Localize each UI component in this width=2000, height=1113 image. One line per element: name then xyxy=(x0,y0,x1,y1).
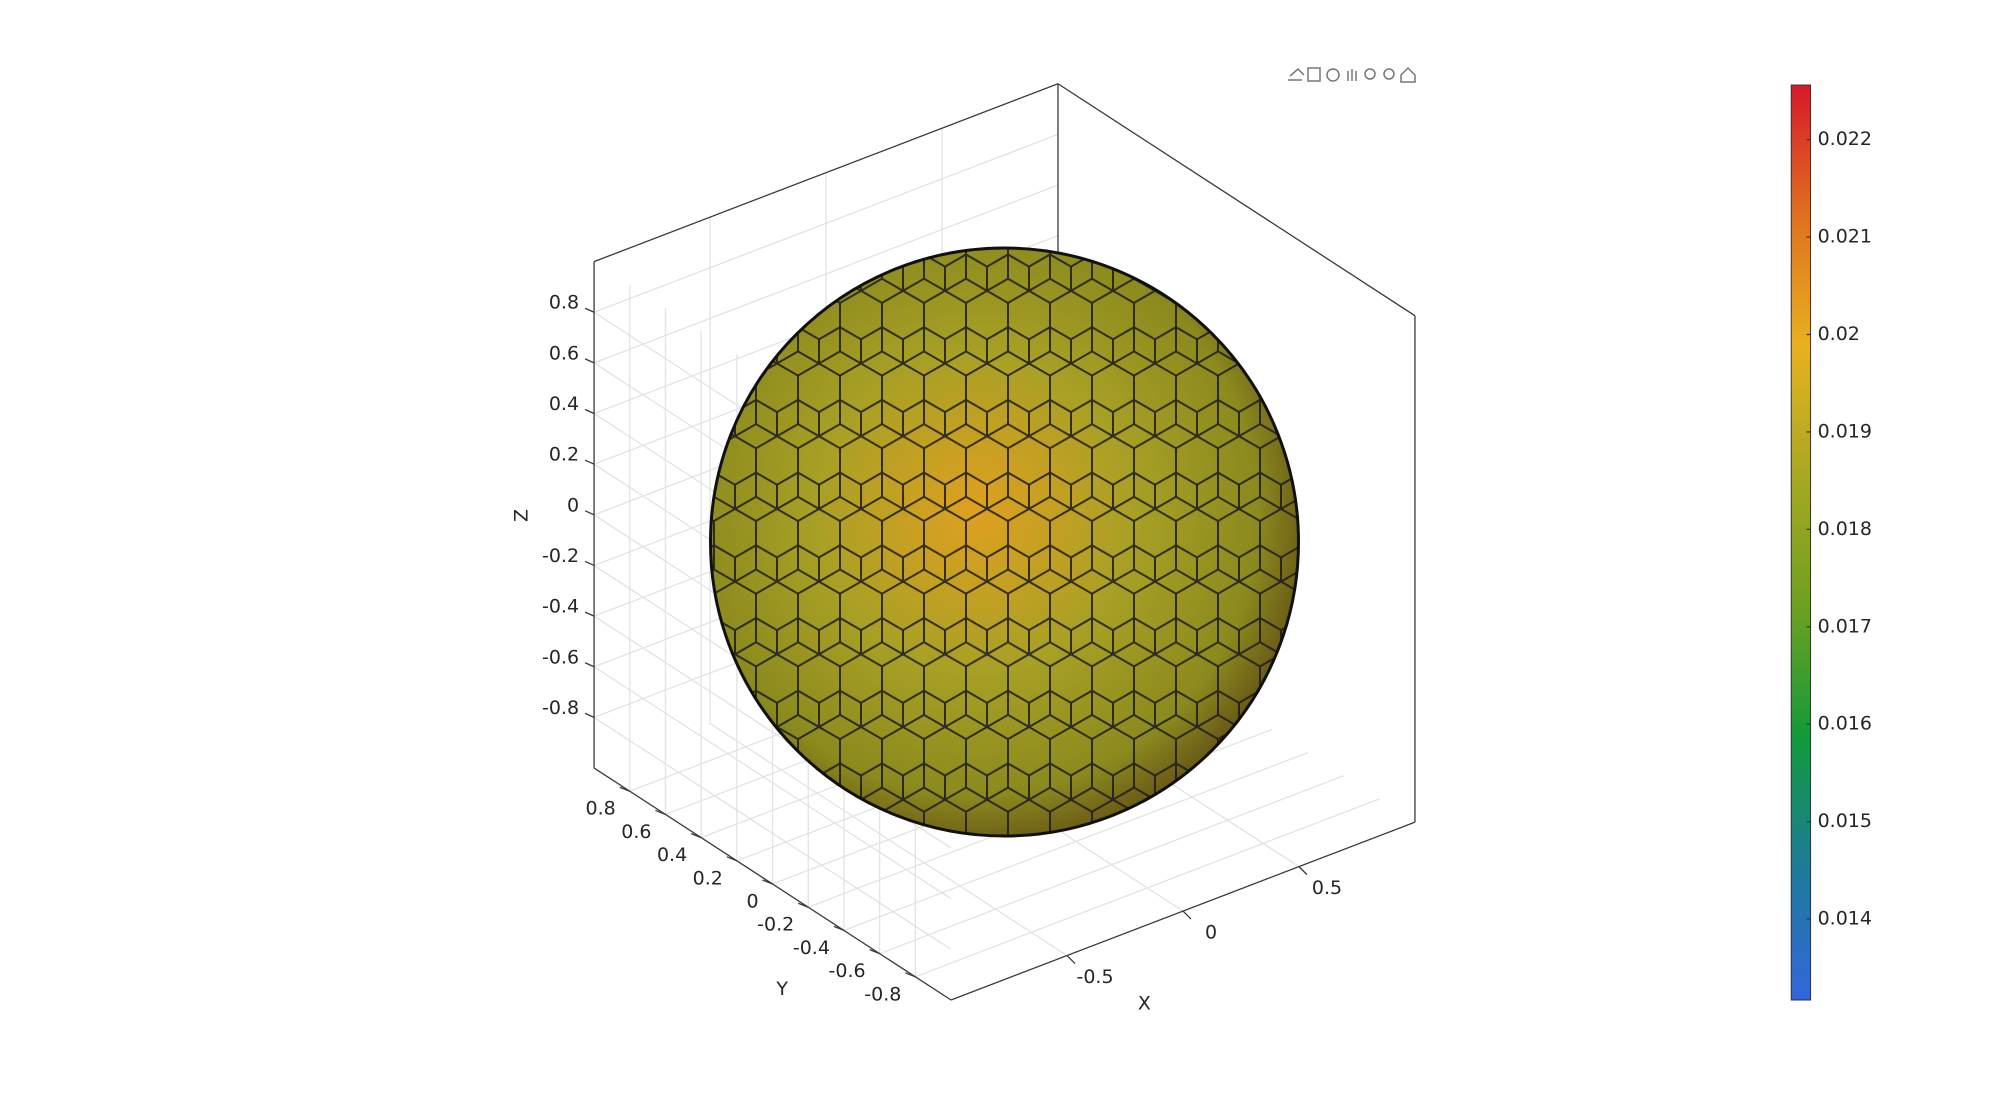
x-tick-label: -0.5 xyxy=(1076,966,1113,988)
y-axis-title: Y xyxy=(775,978,788,1000)
y-tick-label: -0.8 xyxy=(864,983,901,1005)
toolbar[interactable] xyxy=(1288,66,1416,83)
box-edge xyxy=(1057,83,1416,317)
colorbar-tick-label: 0.019 xyxy=(1818,420,1872,442)
grid-line xyxy=(593,716,952,950)
z-tick xyxy=(584,307,595,313)
z-axis-title: Z xyxy=(510,509,532,522)
z-tick-label: -0.2 xyxy=(542,545,579,567)
icon-data-tip[interactable] xyxy=(1307,67,1321,82)
colorbar-tick-label: 0.018 xyxy=(1818,518,1872,540)
y-tick-label: -0.2 xyxy=(757,914,794,936)
grid-line xyxy=(915,798,1380,978)
y-tick xyxy=(905,972,916,978)
y-tick-label: 0.4 xyxy=(657,844,687,866)
colorbar-tick-label: 0.017 xyxy=(1818,615,1872,637)
x-tick-label: 0.5 xyxy=(1312,877,1342,899)
icon-zoom-in[interactable] xyxy=(1364,68,1376,80)
z-tick-label: 0.6 xyxy=(549,342,579,364)
z-tick xyxy=(584,408,595,415)
colorbar-tick-label: 0.014 xyxy=(1818,908,1872,930)
x-axis-title: X xyxy=(1138,992,1151,1014)
y-tick-label: 0.2 xyxy=(693,867,723,889)
grid-line xyxy=(843,751,1309,932)
x-tick-label: 0 xyxy=(1205,922,1217,944)
x-tick xyxy=(1298,866,1308,876)
icon-pan[interactable] xyxy=(1347,69,1357,81)
grid-line xyxy=(593,666,952,900)
colorbar xyxy=(1790,84,1812,1001)
y-tick xyxy=(726,856,738,862)
icon-rotate[interactable] xyxy=(1326,68,1340,82)
y-tick xyxy=(655,809,666,816)
grid-line xyxy=(879,775,1344,955)
sphere xyxy=(709,246,1300,838)
icon-home[interactable] xyxy=(1400,66,1416,83)
x-tick xyxy=(1182,910,1192,920)
y-tick-label: 0.8 xyxy=(586,798,616,820)
labels: -0.500.5-0.8-0.6-0.4-0.200.20.40.60.8-0.… xyxy=(510,84,1872,1014)
y-tick-label: -0.6 xyxy=(829,960,866,982)
z-tick xyxy=(584,611,595,617)
y-tick-label: 0.6 xyxy=(621,821,651,843)
y-tick xyxy=(798,902,809,908)
z-tick xyxy=(584,712,595,718)
z-tick-label: -0.6 xyxy=(542,646,579,668)
z-tick xyxy=(584,510,595,516)
icon-brush[interactable] xyxy=(1288,67,1305,81)
grid-line xyxy=(593,133,1059,313)
icon-zoom-out[interactable] xyxy=(1383,68,1395,80)
sphere-rim xyxy=(709,246,1300,838)
colorbar-tick-label: 0.02 xyxy=(1818,323,1860,345)
z-tick xyxy=(584,662,595,668)
x-tick xyxy=(1066,955,1076,965)
y-tick xyxy=(762,879,773,885)
colorbar-tick-label: 0.015 xyxy=(1818,810,1872,832)
y-tick xyxy=(690,833,702,839)
z-tick-label: 0 xyxy=(567,494,579,516)
colorbar-tick-label: 0.021 xyxy=(1818,226,1872,248)
z-tick-label: 0.4 xyxy=(549,393,579,415)
colorbar-tick-label: 0.016 xyxy=(1818,713,1872,735)
y-tick xyxy=(619,786,631,792)
y-tick-label: -0.4 xyxy=(793,937,830,959)
box-edge xyxy=(593,83,1059,263)
y-tick xyxy=(833,925,845,932)
z-tick xyxy=(584,459,595,465)
colorbar-tick-label: 0.022 xyxy=(1818,128,1872,150)
y-tick-label: 0 xyxy=(746,891,758,913)
z-tick-label: -0.4 xyxy=(542,596,579,618)
z-tick xyxy=(584,560,595,567)
z-tick-label: 0.8 xyxy=(549,292,579,314)
grid-line xyxy=(593,184,1059,364)
z-tick xyxy=(584,358,595,364)
z-tick-label: -0.8 xyxy=(542,697,579,719)
y-tick xyxy=(869,949,880,955)
z-tick-label: 0.2 xyxy=(549,444,579,466)
sphere-cells xyxy=(710,248,1299,836)
